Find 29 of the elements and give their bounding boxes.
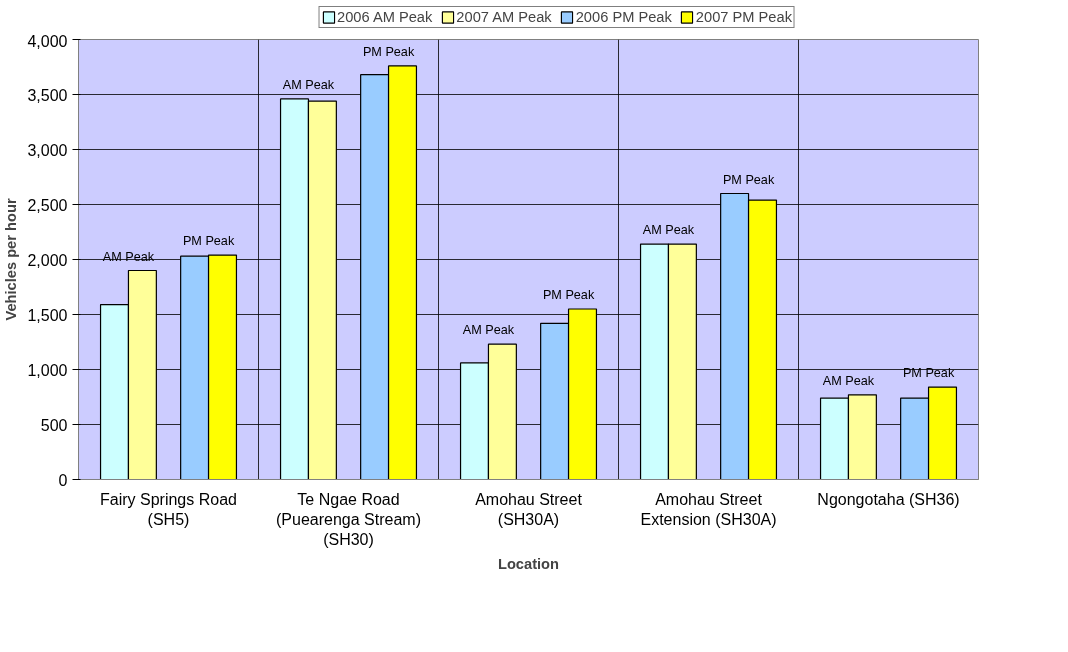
annotation: PM Peak — [182, 234, 235, 249]
annotation: AM Peak — [822, 373, 875, 388]
annotation: AM Peak — [282, 77, 335, 92]
y-tick-label: 4,000 — [27, 32, 68, 50]
legend-label: 2006 PM Peak — [575, 9, 672, 25]
x-tick-label: Amohau Street Extension (SH30A) — [640, 490, 777, 528]
y-tick-label: 1,000 — [27, 361, 68, 379]
y-tick-label: 2,500 — [27, 196, 68, 214]
y-tick-label: 2,000 — [27, 251, 68, 269]
y-tick-label: 3,500 — [27, 86, 68, 104]
legend-label: 2007 AM Peak — [456, 9, 552, 25]
annotation: PM Peak — [542, 288, 595, 302]
legend-label: 2007 PM Peak — [695, 9, 792, 25]
y-axis-title: Vehicles per hour — [3, 198, 20, 321]
annotation: AM Peak — [462, 323, 515, 338]
x-tick-label: Amohau Street (SH30A) — [475, 490, 583, 528]
x-tick-label: Ngongotaha (SH36) — [817, 490, 960, 508]
y-tick-label: 1,500 — [27, 306, 68, 324]
annotation: AM Peak — [642, 223, 695, 238]
x-tick-label: Fairy Springs Road (SH5) — [100, 490, 237, 528]
x-axis-title: Location — [497, 556, 560, 573]
annotation: PM Peak — [722, 172, 775, 187]
annotation: PM Peak — [902, 366, 955, 381]
annotation: PM Peak — [362, 44, 415, 59]
x-tick-label: Te Ngae Road (Puearenga Stream) (SH30) — [276, 490, 421, 549]
y-tick-label: 0 — [58, 471, 68, 489]
y-tick-label: 500 — [40, 416, 68, 434]
y-tick-label: 3,000 — [27, 141, 68, 159]
legend-label: 2006 AM Peak — [337, 9, 433, 25]
